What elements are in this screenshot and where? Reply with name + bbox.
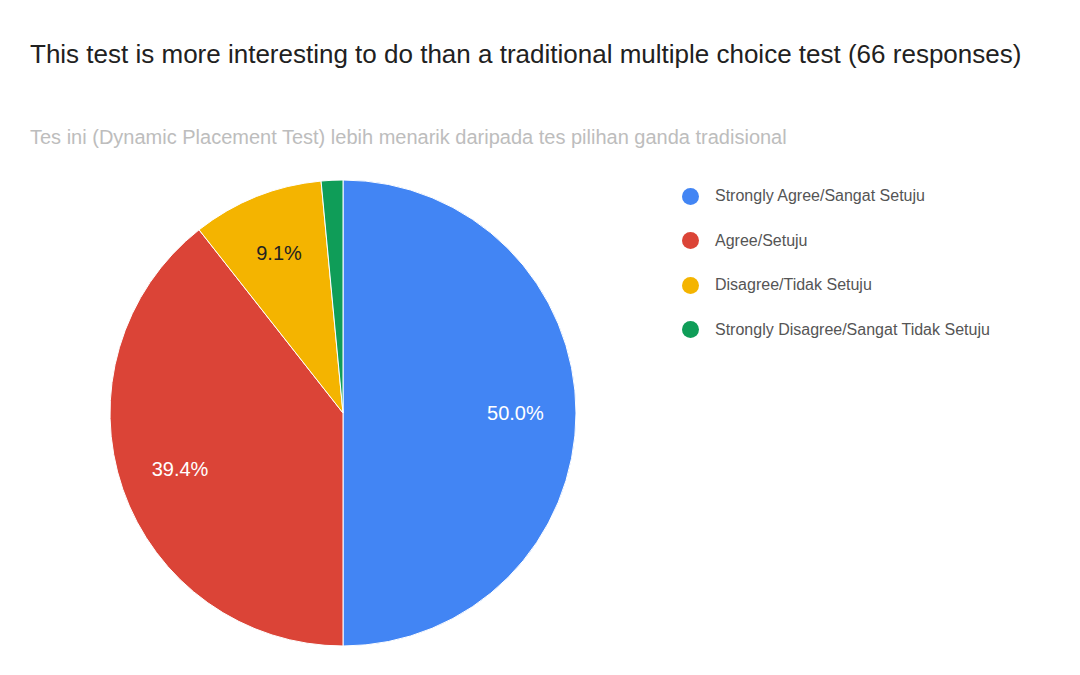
html-text:Tes ini (Dynamic Placement Tes: Tes ini (Dynamic Placement Test) lebih m…: [30, 126, 787, 148]
html-text:Disagree/Tidak Setuju: Disagree/Tidak Setuju: [715, 276, 872, 294]
html-text:Strongly Agree/Sangat Setuju: Strongly Agree/Sangat Setuju: [715, 187, 925, 205]
svg-text:50.0%: 50.0%: [487, 402, 544, 424]
svg-text:9.1%: 9.1%: [256, 242, 302, 264]
svg-text:39.4%: 39.4%: [152, 458, 209, 480]
html-text:Strongly Disagree/Sangat Tidak: Strongly Disagree/Sangat Tidak Setuju: [715, 320, 990, 338]
html-text:This test is more interesting: This test is more interesting to do than…: [30, 39, 1022, 69]
html-text:Agree/Setuju: Agree/Setuju: [715, 231, 808, 249]
